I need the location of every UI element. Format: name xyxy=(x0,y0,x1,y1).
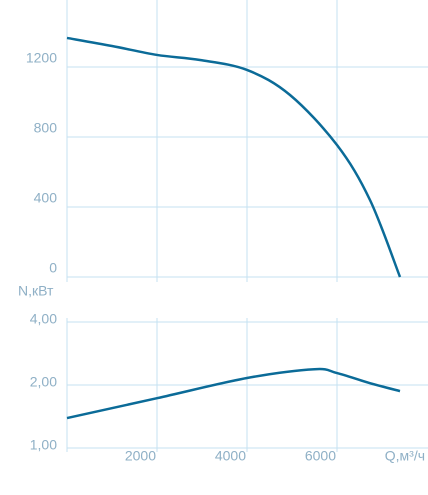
y-tick-label: 400 xyxy=(34,190,58,206)
data-line xyxy=(66,367,401,420)
y-axis-label: N,кВт xyxy=(18,283,54,299)
x-tick-label: 4000 xyxy=(215,448,246,464)
x-tick-label: 6000 xyxy=(305,448,336,464)
y-tick-label: 4,00 xyxy=(30,311,57,327)
y-tick-label: 0 xyxy=(49,260,57,276)
y-tick-label: 1,00 xyxy=(30,437,57,453)
y-tick-label: 800 xyxy=(34,120,58,136)
x-axis-label: Q,м³/ч xyxy=(385,448,425,464)
data-line xyxy=(66,36,402,278)
y-tick-label: 2,00 xyxy=(30,374,57,390)
x-tick-label: 2000 xyxy=(125,448,156,464)
y-tick-label: 1200 xyxy=(26,50,57,66)
